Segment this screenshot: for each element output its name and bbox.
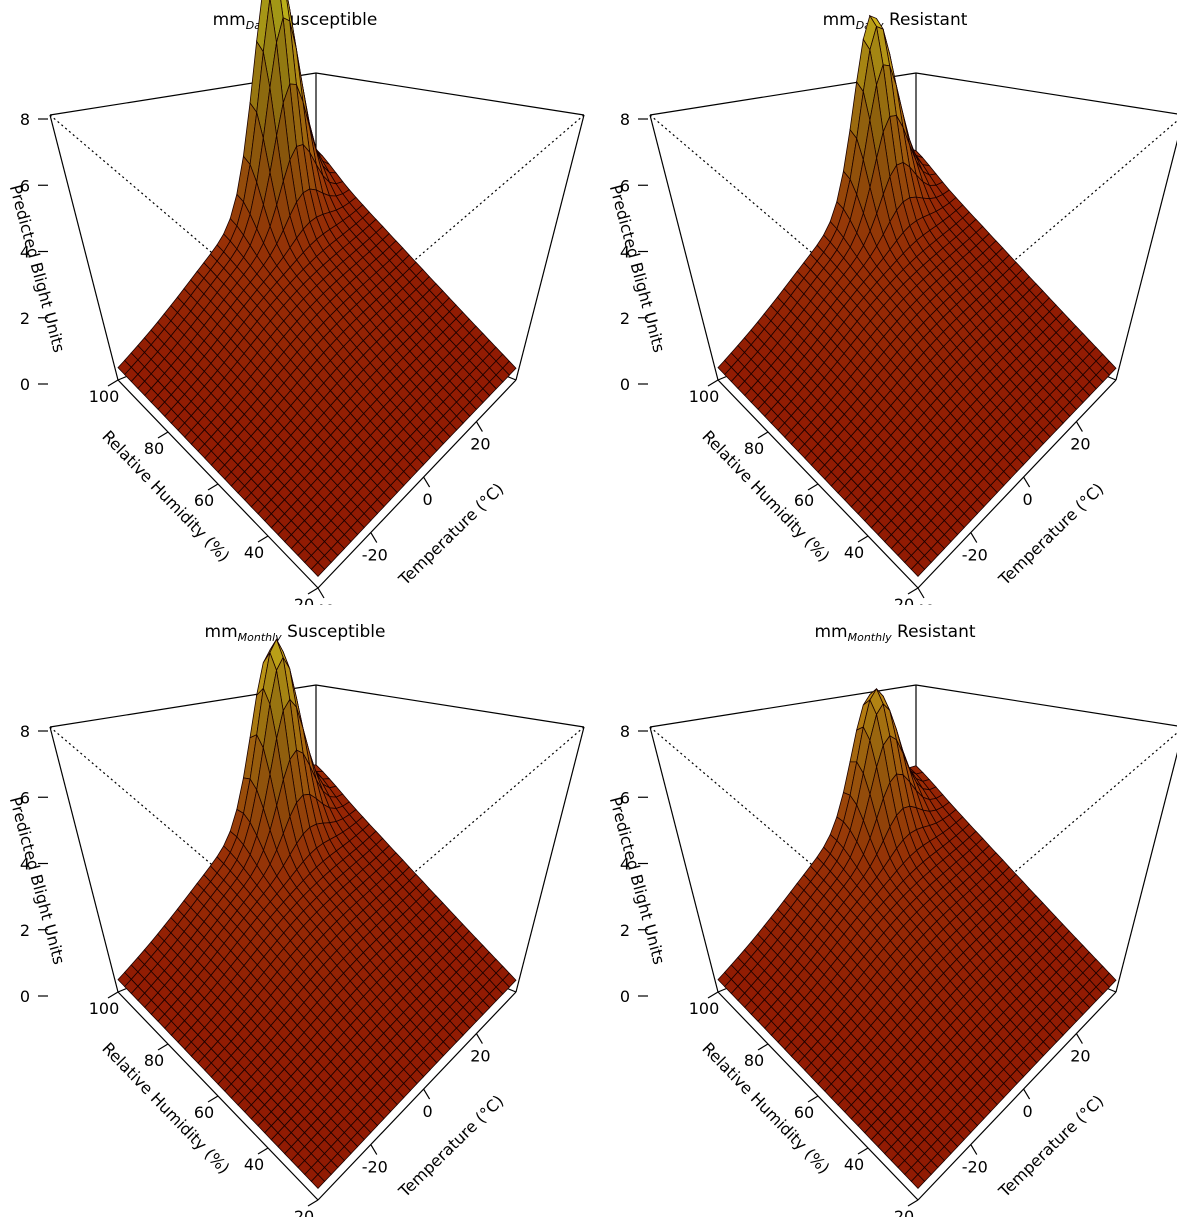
surface-mesh <box>117 0 517 577</box>
temp-tick-label: -20 <box>362 1158 388 1177</box>
rh-tick-label: 40 <box>844 543 864 562</box>
surface-cell <box>910 1173 926 1189</box>
surface-plot: mmDaily Resistant 0 2 4 6 8 Predicted Blight U… <box>606 10 1177 620</box>
surface-plot: mmDaily Susceptible 0 2 4 6 8 Predicted Blight… <box>6 0 585 620</box>
rh-tick-label: 80 <box>144 439 164 458</box>
rh-tick-label: 20 <box>294 1207 314 1217</box>
z-tick-label: 2 <box>20 309 30 328</box>
temp-axis-label: Temperature (°C) <box>994 1091 1107 1201</box>
z-tick-label: 2 <box>620 921 630 940</box>
rh-tick-label: 80 <box>744 1051 764 1070</box>
z-tick-label: 6 <box>620 788 630 807</box>
rh-tick-label: 40 <box>244 543 264 562</box>
rh-tick-label: 100 <box>689 387 720 406</box>
temp-tick-label: -20 <box>962 1158 988 1177</box>
z-axis-label: Predicted Blight Units <box>6 795 69 967</box>
surface-mesh <box>717 14 1117 577</box>
panel-daily-resistant: mmDaily Resistant 0 2 4 6 8 Predicted Blight U… <box>600 0 1177 620</box>
z-tick-label: 6 <box>620 176 630 195</box>
z-tick-label: 8 <box>20 110 30 129</box>
rh-tick-label: 60 <box>794 491 814 510</box>
temp-tick-label: 20 <box>1070 435 1090 454</box>
z-tick-label: 8 <box>20 722 30 741</box>
z-axis-label: Predicted Blight Units <box>606 795 669 967</box>
temp-tick-label: 0 <box>423 490 433 509</box>
z-tick-label: 4 <box>20 243 30 262</box>
chart-title: mmDaily Resistant <box>823 10 968 32</box>
z-tick-label: 0 <box>20 375 30 394</box>
rh-tick-label: 60 <box>194 491 214 510</box>
z-tick-label: 6 <box>20 176 30 195</box>
temp-tick-label: -40 <box>309 601 335 605</box>
z-tick-label: 8 <box>620 722 630 741</box>
rh-tick-label: 40 <box>844 1155 864 1174</box>
rh-tick-label: 60 <box>194 1103 214 1122</box>
surface-plot: mmMonthly Susceptible 0 2 4 6 8 Predicted Blig… <box>6 622 585 1221</box>
surface-cell <box>310 1173 326 1189</box>
panel-monthly-susceptible: mmMonthly Susceptible 0 2 4 6 8 Predicted Blig… <box>0 612 590 1221</box>
rh-tick-label: 100 <box>89 387 120 406</box>
rh-tick-label: 60 <box>794 1103 814 1122</box>
surface-plot: mmMonthly Resistant 0 2 4 6 8 Predicted Blight… <box>606 622 1177 1221</box>
z-tick-label: 4 <box>620 855 630 874</box>
rh-tick-label: 40 <box>244 1155 264 1174</box>
z-tick-label: 6 <box>20 788 30 807</box>
rh-tick-label: 100 <box>689 999 720 1018</box>
temp-axis-label: Temperature (°C) <box>394 479 507 589</box>
temp-tick-label: -40 <box>909 601 935 605</box>
chart-title: mmMonthly Susceptible <box>205 622 386 644</box>
temp-tick-label: 20 <box>470 435 490 454</box>
rh-tick-label: 20 <box>894 1207 914 1217</box>
z-axis-label: Predicted Blight Units <box>6 183 69 355</box>
chart-title: mmDaily Susceptible <box>213 10 378 32</box>
temp-tick-label: 0 <box>1023 490 1033 509</box>
surface-mesh <box>117 638 517 1189</box>
z-tick-label: 2 <box>620 309 630 328</box>
surface-cell <box>310 561 326 577</box>
temp-tick-label: 20 <box>470 1047 490 1066</box>
panel-daily-susceptible: mmDaily Susceptible 0 2 4 6 8 Predicted Blight… <box>0 0 590 620</box>
rh-tick-label: 80 <box>744 439 764 458</box>
temp-tick-label: 0 <box>423 1102 433 1121</box>
temp-tick-label: 0 <box>1023 1102 1033 1121</box>
z-tick-label: 4 <box>620 243 630 262</box>
z-tick-label: 2 <box>20 921 30 940</box>
panel-monthly-resistant: mmMonthly Resistant 0 2 4 6 8 Predicted Blight… <box>600 612 1177 1221</box>
temp-axis-label: Temperature (°C) <box>994 479 1107 589</box>
z-tick-label: 0 <box>620 375 630 394</box>
z-axis-label: Predicted Blight Units <box>606 183 669 355</box>
temp-axis-label: Temperature (°C) <box>394 1091 507 1201</box>
surface-cell <box>910 561 926 577</box>
rh-tick-label: 100 <box>89 999 120 1018</box>
z-tick-label: 8 <box>620 110 630 129</box>
temp-tick-label: -20 <box>962 546 988 565</box>
z-tick-label: 0 <box>620 987 630 1006</box>
surface-mesh <box>717 687 1117 1189</box>
temp-tick-label: -20 <box>362 546 388 565</box>
chart-title: mmMonthly Resistant <box>814 622 975 644</box>
rh-tick-label: 80 <box>144 1051 164 1070</box>
temp-tick-label: 20 <box>1070 1047 1090 1066</box>
z-tick-label: 0 <box>20 987 30 1006</box>
z-tick-label: 4 <box>20 855 30 874</box>
